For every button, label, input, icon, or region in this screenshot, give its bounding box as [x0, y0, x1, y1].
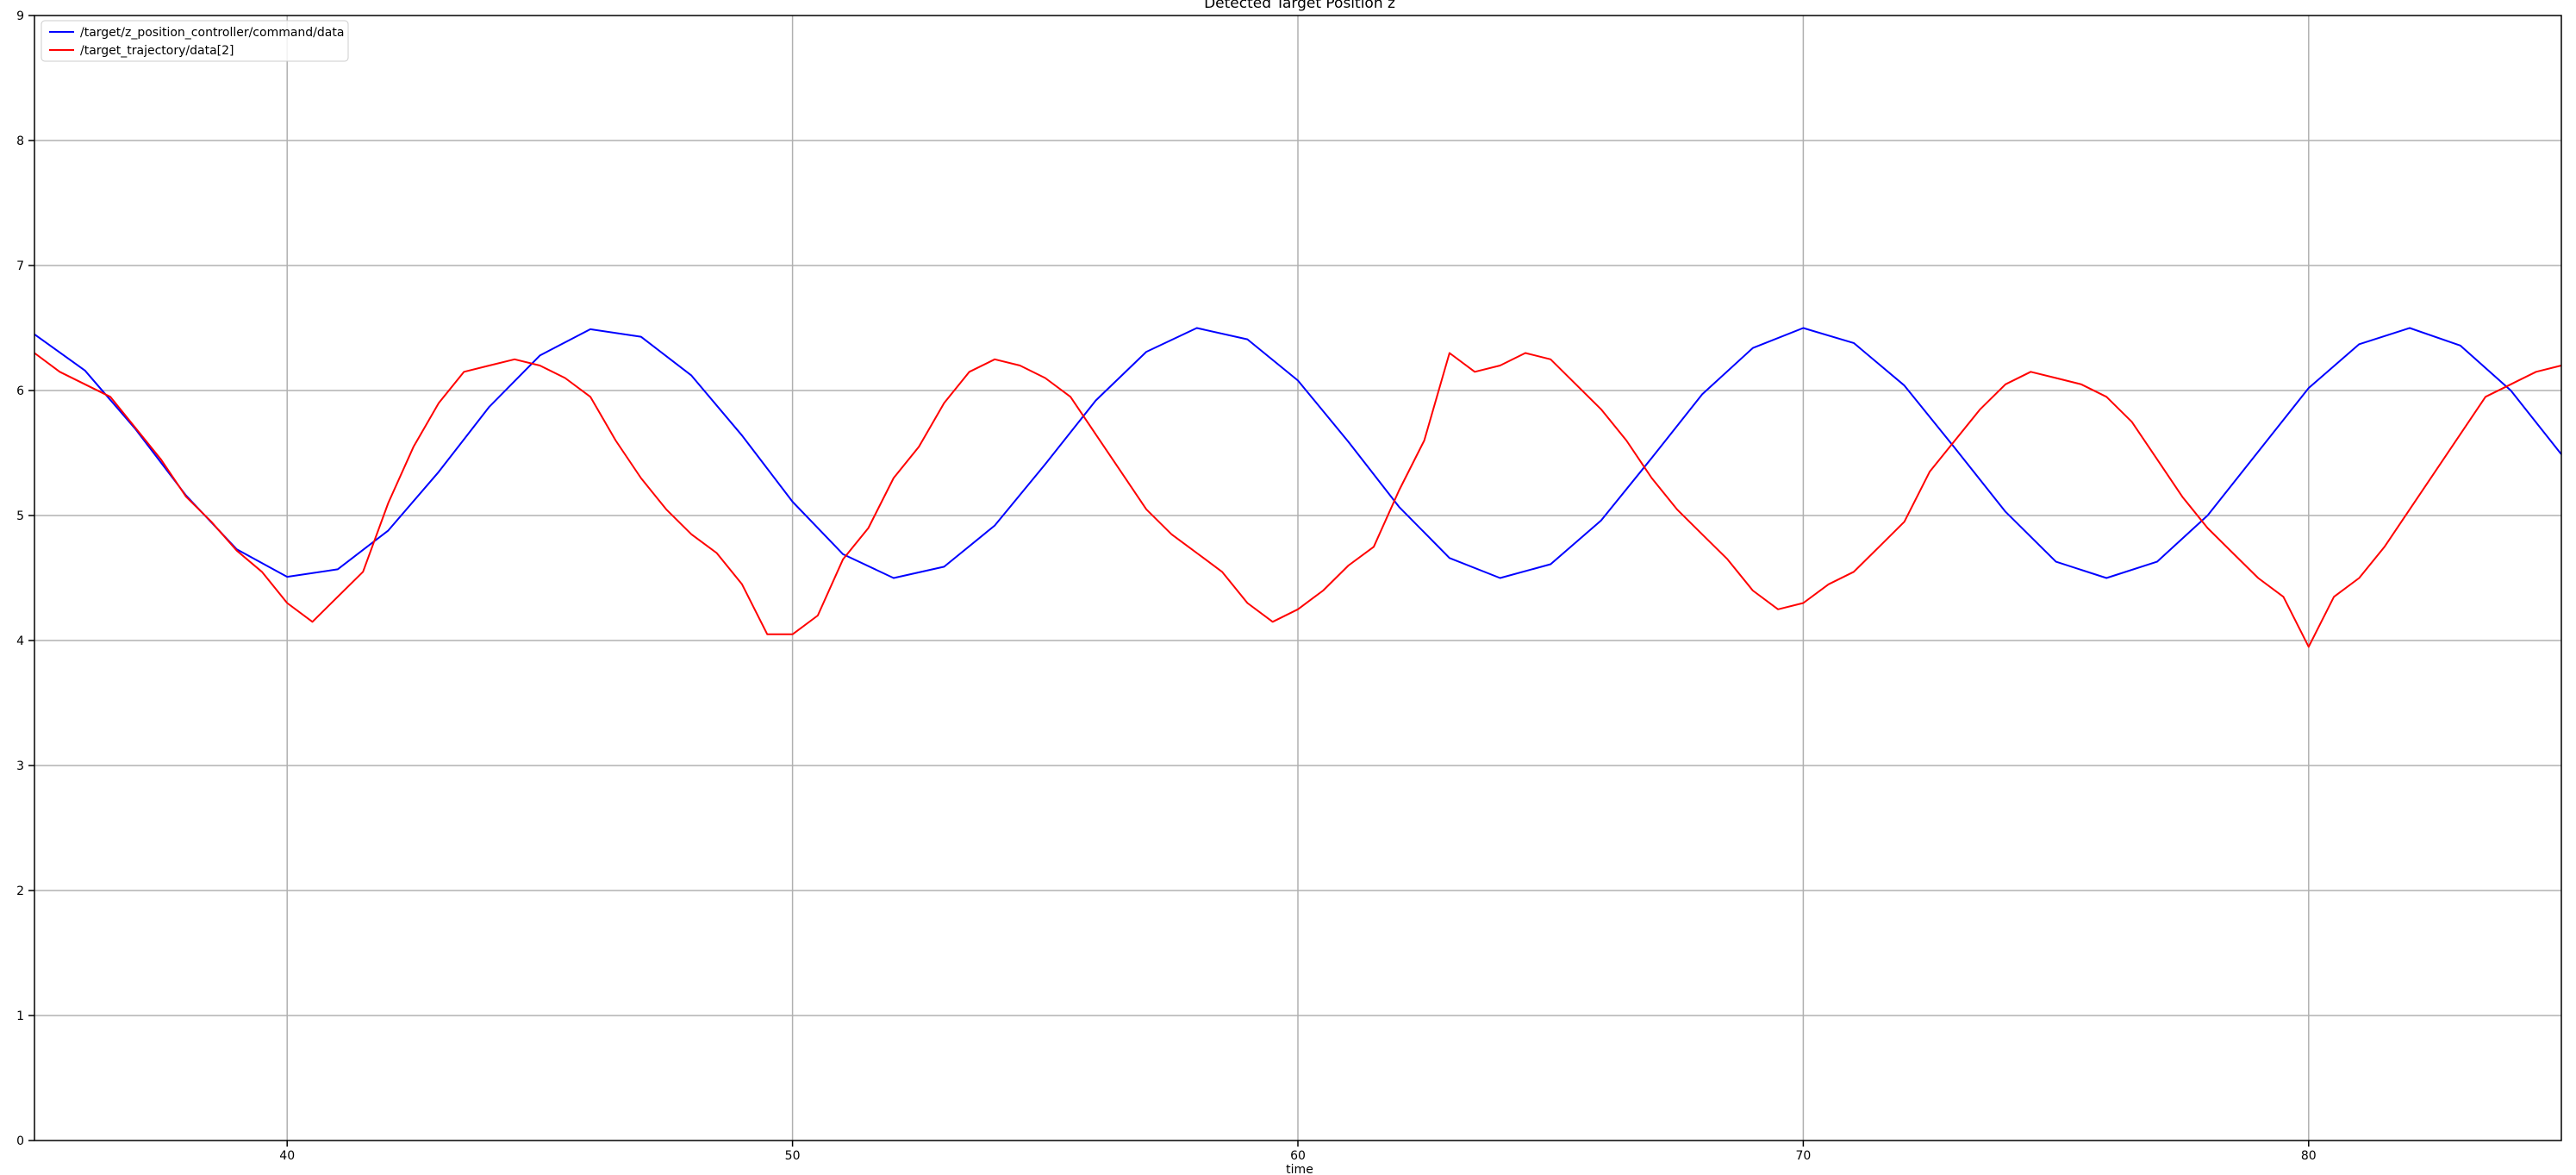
legend-label-command: /target/z_position_controller/command/da…: [80, 26, 344, 40]
axis-ticks: 40 50 60 70 80 0 1 2 3 4 5 6 7 8 9: [16, 9, 2317, 1163]
series-line-command: [34, 327, 2562, 579]
y-tick-label: 7: [16, 259, 24, 273]
x-tick-label: 70: [1795, 1149, 1811, 1163]
legend-box: [41, 20, 349, 62]
y-tick-label: 1: [16, 1009, 24, 1023]
x-tick-label: 50: [785, 1149, 801, 1163]
series-line-trajectory: [34, 352, 2562, 648]
legend: /target/z_position_controller/command/da…: [41, 20, 349, 62]
y-tick-label: 3: [16, 759, 24, 773]
series-lines: [34, 327, 2562, 648]
x-tick-label: 80: [2301, 1149, 2317, 1163]
gridlines: [34, 16, 2561, 1141]
y-tick-label: 9: [16, 9, 24, 23]
y-tick-label: 8: [16, 134, 24, 148]
y-tick-label: 5: [16, 509, 24, 523]
y-tick-label: 6: [16, 384, 24, 398]
chart-title: Detected Target Position z: [1204, 0, 1395, 12]
legend-label-trajectory: /target_trajectory/data[2]: [80, 44, 234, 58]
x-axis-label: time: [1286, 1163, 1313, 1175]
x-tick-label: 40: [279, 1149, 295, 1163]
y-tick-label: 4: [16, 634, 24, 648]
x-tick-label: 60: [1290, 1149, 1306, 1163]
y-tick-label: 0: [16, 1134, 24, 1148]
y-tick-label: 2: [16, 884, 24, 898]
